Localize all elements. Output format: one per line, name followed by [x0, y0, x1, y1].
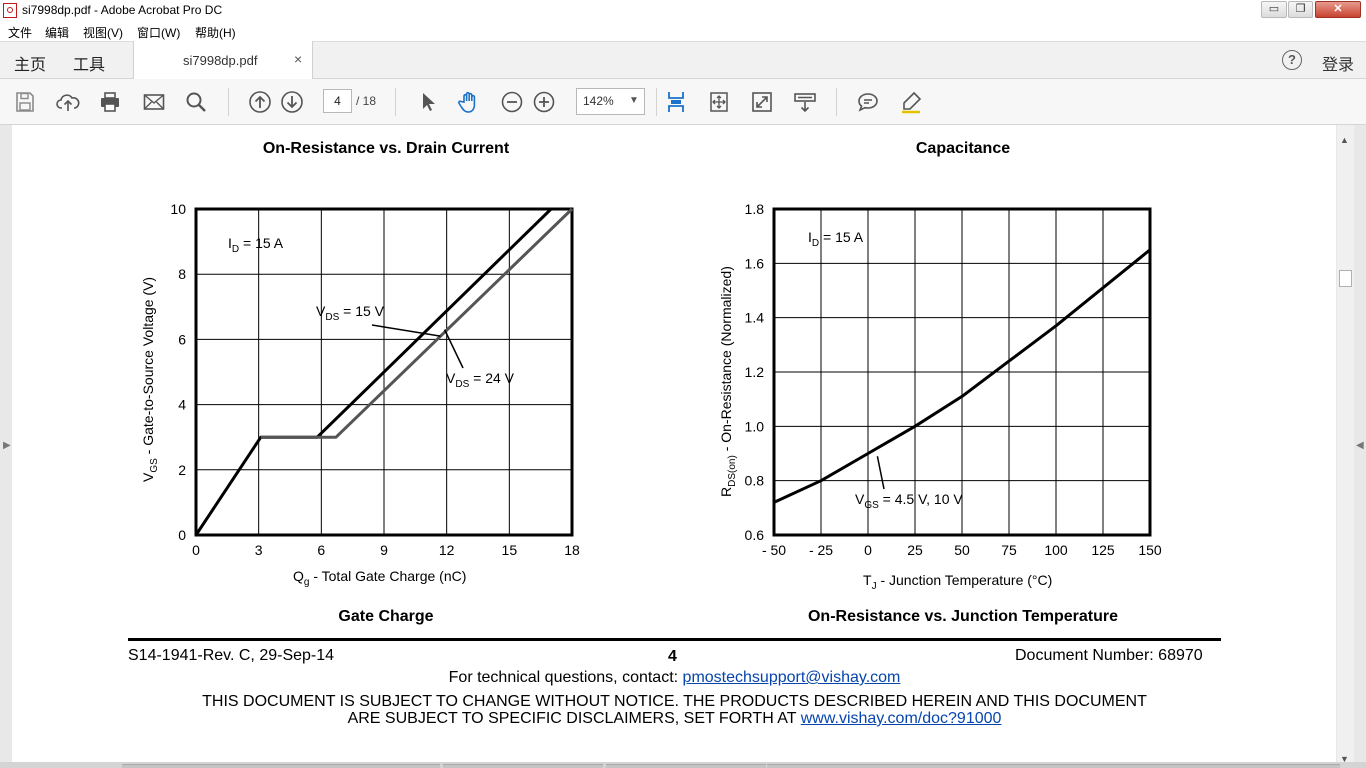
title-bar: si7998dp.pdf - Adobe Acrobat Pro DC ▭ ❐ …: [0, 0, 1366, 23]
acrobat-app-icon: [3, 3, 17, 18]
right-panel-toggle-icon[interactable]: ◀: [1356, 440, 1364, 451]
toolbar: [0, 79, 1366, 125]
page-total: / 18: [356, 94, 377, 108]
maximize-button[interactable]: ❐: [1288, 1, 1313, 18]
document-tab[interactable]: si7998dp.pdf ×: [133, 41, 313, 79]
disclaimer-link[interactable]: www.vishay.com/doc?91000: [800, 710, 1002, 727]
menu-help[interactable]: 帮助(H): [195, 26, 236, 40]
scroll-up-icon[interactable]: ▲: [1340, 135, 1349, 145]
tab-tools[interactable]: 工具: [73, 57, 106, 74]
toolbar-separator: [395, 88, 396, 116]
chart-heading: On-Resistance vs. Drain Current: [262, 140, 510, 157]
chart-heading: Capacitance: [915, 140, 1011, 157]
scroll-mode-icon[interactable]: [664, 90, 688, 114]
zoom-value: 142%: [583, 94, 614, 108]
disclaimer-line-1: THIS DOCUMENT IS SUBJECT TO CHANGE WITHO…: [202, 693, 1147, 710]
fit-page-icon[interactable]: [707, 90, 731, 114]
hand-icon[interactable]: [457, 90, 481, 114]
chevron-down-icon: ▼: [629, 95, 639, 106]
toolbar-separator: [656, 88, 657, 116]
document-tab-label: si7998dp.pdf: [183, 53, 258, 68]
toolbar-separator: [836, 88, 837, 116]
revision-text: S14-1941-Rev. C, 29-Sep-14: [128, 647, 335, 664]
zoom-select[interactable]: 142% ▼: [576, 88, 645, 115]
scroll-down-icon[interactable]: ▼: [1340, 754, 1349, 764]
document-number-text: Document Number: 68970: [1015, 647, 1203, 664]
menu-bar: 文件 编辑 视图(V) 窗口(W) 帮助(H): [0, 22, 1366, 41]
menu-window[interactable]: 窗口(W): [137, 26, 181, 40]
scrollbar-thumb[interactable]: [1339, 270, 1352, 287]
close-button[interactable]: ✕: [1315, 1, 1361, 18]
search-icon[interactable]: [184, 90, 208, 114]
page-down-icon[interactable]: [280, 90, 304, 114]
page-number-text: 4: [668, 648, 677, 665]
tab-home[interactable]: 主页: [14, 57, 47, 74]
next-page-edge: [767, 764, 1340, 768]
window-title: si7998dp.pdf - Adobe Acrobat Pro DC: [22, 3, 223, 17]
next-page-edge: [443, 764, 603, 768]
zoom-out-icon[interactable]: [500, 90, 524, 114]
save-icon[interactable]: [13, 90, 37, 114]
help-icon[interactable]: ?: [1282, 50, 1302, 70]
next-page-edge: [122, 764, 440, 768]
left-panel-toggle-icon[interactable]: ▶: [3, 440, 11, 451]
full-screen-icon[interactable]: [750, 90, 774, 114]
upload-icon[interactable]: [56, 90, 80, 114]
close-tab-icon[interactable]: ×: [294, 51, 303, 67]
menu-edit[interactable]: 编辑: [45, 26, 70, 40]
contact-line: For technical questions, contact: pmoste…: [0, 669, 1349, 687]
page-number-input[interactable]: 4: [323, 89, 352, 113]
fit-width-icon[interactable]: [793, 90, 817, 114]
zoom-in-icon[interactable]: [532, 90, 556, 114]
page-up-icon[interactable]: [248, 90, 272, 114]
select-cursor-icon[interactable]: [416, 90, 440, 114]
chart-caption: Gate Charge: [338, 608, 434, 625]
minimize-button[interactable]: ▭: [1261, 1, 1287, 18]
disclaimer-text: ARE SUBJECT TO SPECIFIC DISCLAIMERS, SET…: [347, 710, 801, 727]
highlight-icon[interactable]: [899, 90, 923, 114]
disclaimer-line-2: ARE SUBJECT TO SPECIFIC DISCLAIMERS, SET…: [0, 710, 1349, 728]
footer-rule: [128, 638, 1221, 641]
tab-bar: 主页 工具 si7998dp.pdf × ? 登录: [0, 41, 1366, 79]
contact-text: For technical questions, contact:: [448, 669, 683, 686]
email-icon[interactable]: [142, 90, 166, 114]
contact-email-link[interactable]: pmostechsupport@vishay.com: [682, 669, 901, 686]
menu-file[interactable]: 文件: [8, 26, 33, 40]
toolbar-separator: [228, 88, 229, 116]
comment-icon[interactable]: [856, 90, 880, 114]
next-page-edge: [606, 764, 766, 768]
print-icon[interactable]: [98, 90, 122, 114]
chart-caption: On-Resistance vs. Junction Temperature: [807, 608, 1118, 625]
login-link[interactable]: 登录: [1322, 57, 1355, 74]
menu-view[interactable]: 视图(V): [83, 26, 123, 40]
